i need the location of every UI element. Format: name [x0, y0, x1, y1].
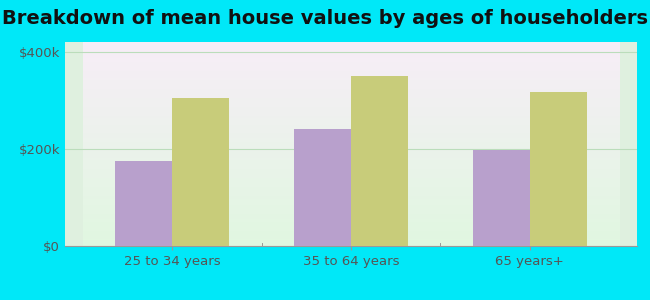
Bar [530, 92, 587, 246]
Bar [473, 150, 530, 246]
Bar [172, 98, 229, 246]
Text: Breakdown of mean house values by ages of householders: Breakdown of mean house values by ages o… [2, 9, 648, 28]
Bar [115, 161, 172, 246]
Bar [351, 76, 408, 246]
Legend: Kake, Alaska: Kake, Alaska [268, 298, 434, 300]
Bar [294, 129, 351, 246]
